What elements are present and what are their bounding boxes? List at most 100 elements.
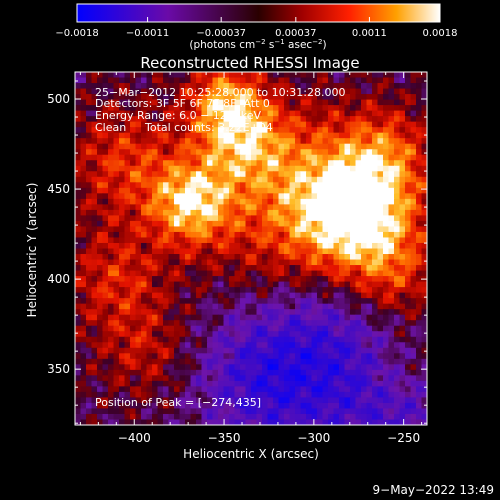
heatmap-cell [262,99,269,106]
heatmap-cell [97,231,104,239]
heatmap-cell [284,165,291,172]
heatmap-cell [405,375,412,382]
heatmap-cell [361,121,368,128]
heatmap-cell [168,138,175,145]
heatmap-cell [333,259,340,266]
heatmap-cell [97,391,104,399]
heatmap-cell [141,176,148,183]
heatmap-cell [108,83,115,90]
heatmap-cell [311,364,318,371]
heatmap-cell [262,336,269,343]
heatmap-cell [146,215,153,222]
heatmap-cell [201,270,208,277]
heatmap-cell [240,320,247,327]
heatmap-cell [146,265,153,272]
heatmap-cell [388,413,395,421]
heatmap-cell [410,187,417,194]
heatmap-cell [245,176,252,183]
heatmap-cell [267,331,274,338]
heatmap-cell [196,72,203,79]
heatmap-cell [350,408,357,415]
heatmap-cell [262,314,269,321]
heatmap-cell [212,364,219,371]
heatmap-cell [289,94,296,101]
heatmap-cell [141,342,148,349]
heatmap-cell [416,391,423,399]
heatmap-cell [383,325,390,332]
heatmap-cell [124,88,131,95]
heatmap-cell [190,281,197,288]
heatmap-cell [262,281,269,288]
heatmap-cell [289,176,296,183]
heatmap-cell [108,121,115,128]
heatmap-cell [124,402,131,410]
heatmap-cell [372,143,379,150]
heatmap-cell [300,320,307,327]
heatmap-cell [157,193,164,200]
heatmap-cell [355,270,362,277]
heatmap-cell [234,121,241,128]
heatmap-cell [190,270,197,277]
heatmap-cell [273,254,280,261]
heatmap-cell [179,391,186,399]
heatmap-cell [405,276,412,283]
heatmap-cell [344,83,351,90]
heatmap-cell [119,397,126,404]
heatmap-cell [366,94,373,101]
heatmap-cell [163,116,170,123]
heatmap-cell [97,204,104,211]
heatmap-cell [75,419,82,425]
heatmap-cell [179,105,186,112]
heatmap-cell [218,198,225,205]
heatmap-cell [383,116,390,123]
heatmap-cell [245,160,252,167]
heatmap-cell [377,270,384,277]
heatmap-cell [190,193,197,200]
heatmap-cell [350,237,357,244]
heatmap-cell [119,325,126,332]
heatmap-cell [223,380,230,387]
heatmap-cell [366,292,373,299]
heatmap-cell [394,176,401,183]
heatmap-cell [295,391,302,399]
heatmap-cell [135,160,142,167]
heatmap-cell [135,331,142,338]
heatmap-cell [416,320,423,327]
heatmap-cell [113,408,120,415]
heatmap-cell [421,149,427,156]
heatmap-cell [289,138,296,145]
heatmap-cell [185,209,192,217]
heatmap-cell [377,242,384,250]
heatmap-cell [86,402,93,410]
heatmap-cell [251,77,258,84]
heatmap-cell [190,419,197,425]
heatmap-cell [278,265,285,272]
heatmap-cell [80,198,87,205]
heatmap-cell [377,154,384,161]
heatmap-cell [141,187,148,194]
heatmap-cell [185,254,192,261]
heatmap-cell [405,391,412,399]
heatmap-cell [135,226,142,233]
heatmap-cell [256,380,263,387]
heatmap-cell [130,160,137,167]
heatmap-cell [190,331,197,338]
heatmap-cell [196,77,203,84]
heatmap-cell [410,298,417,305]
heatmap-cell [108,248,115,255]
heatmap-cell [256,325,263,332]
heatmap-cell [80,182,87,189]
heatmap-cell [102,154,109,161]
heatmap-cell [328,154,335,161]
heatmap-cell [91,259,98,266]
heatmap-cell [339,375,346,382]
heatmap-cell [317,391,324,399]
heatmap-cell [91,72,98,79]
heatmap-cell [207,397,214,404]
heatmap-cell [317,375,324,382]
heatmap-cell [201,248,208,255]
heatmap-cell [394,413,401,421]
heatmap-cell [146,110,153,117]
heatmap-cell [333,325,340,332]
heatmap-cell [146,116,153,123]
